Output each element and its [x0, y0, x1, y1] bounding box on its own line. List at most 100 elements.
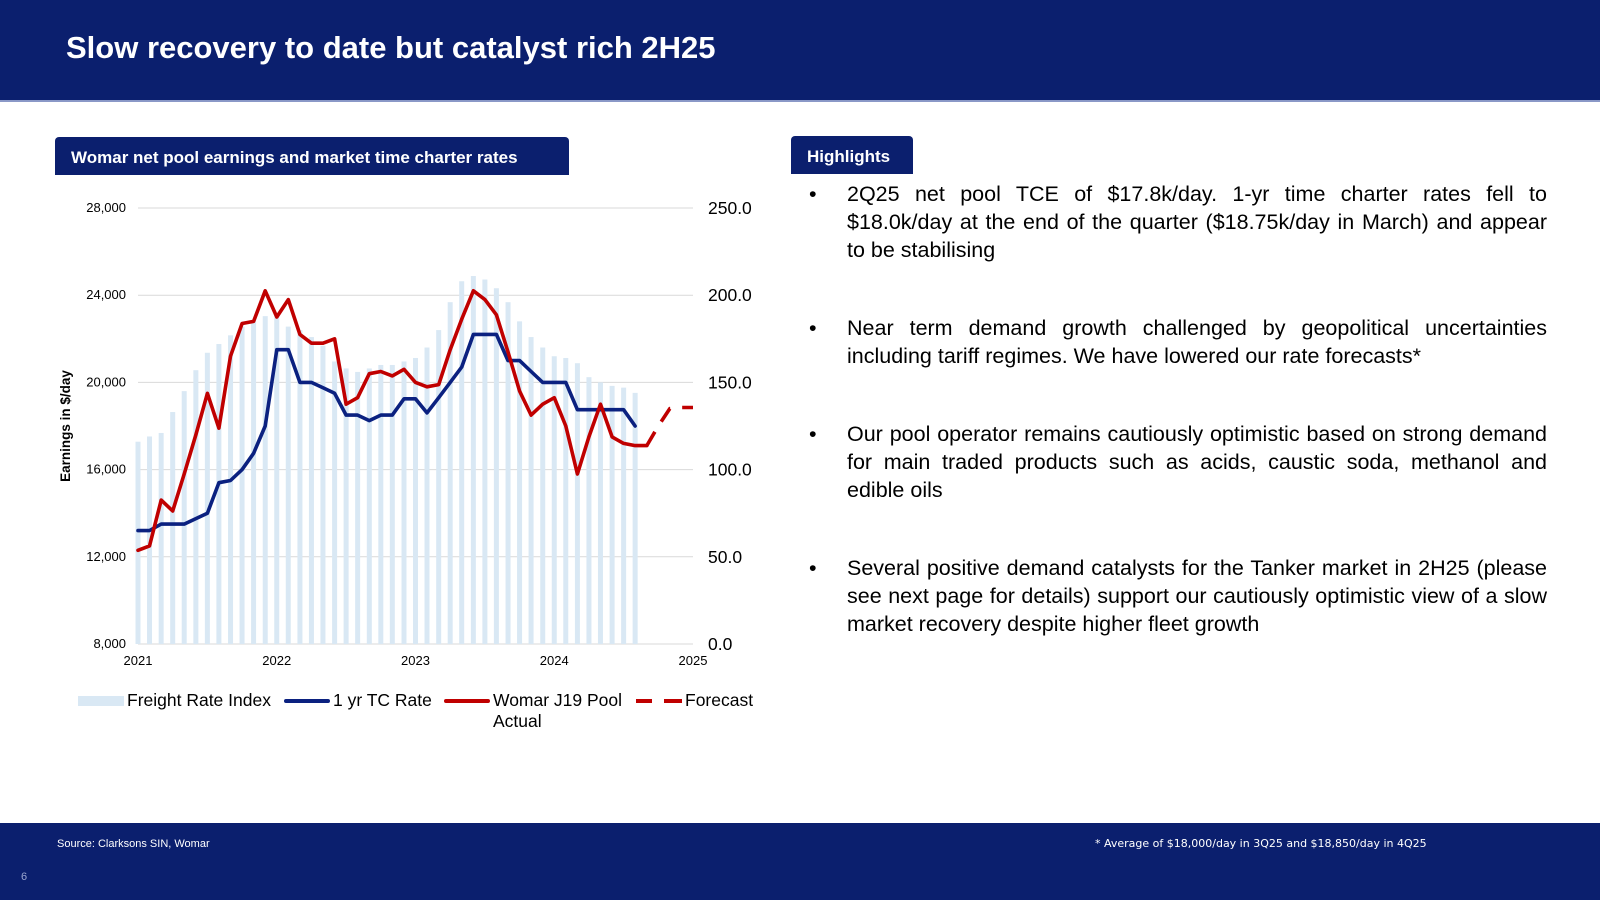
legend-line-swatch [444, 699, 490, 703]
freight-index-bar [563, 357, 569, 644]
freight-index-bar [470, 276, 476, 644]
legend-pool-actual: Womar J19 Pool Actual [444, 690, 633, 732]
freight-index-bar [355, 371, 361, 644]
y-right-tick-label: 150.0 [708, 372, 752, 392]
freight-index-bar [505, 302, 511, 644]
pool-actual-line [136, 289, 649, 553]
freight-index-bar [586, 377, 592, 644]
bullet-dot: • [809, 422, 817, 446]
legend-forecast: Forecast [636, 690, 753, 711]
freight-index-bar [609, 385, 615, 644]
freight-index-bar [170, 412, 176, 644]
freight-index-bar [482, 279, 488, 644]
title-bar: Slow recovery to date but catalyst rich … [0, 0, 1600, 100]
chart-title-tab: Womar net pool earnings and market time … [55, 137, 569, 175]
x-tick-label: 2025 [679, 653, 708, 668]
tc-rate-line [136, 332, 637, 533]
legend-label: 1 yr TC Rate [333, 690, 432, 710]
earnings-chart: 8,000 12,000 16,000 20,000 24,000 28,000 0.0 50… [58, 198, 752, 668]
freight-index-bar [320, 345, 326, 644]
x-tick-label: 2022 [262, 653, 291, 668]
freight-index-bar [401, 361, 407, 644]
legend-dash-swatch [636, 699, 682, 703]
y-left-tick-label: 16,000 [86, 462, 126, 477]
freight-index-bar [193, 370, 199, 644]
bullet-dot: • [809, 316, 817, 340]
legend-label: Womar J19 Pool Actual [493, 690, 623, 731]
header-divider [0, 100, 1600, 102]
freight-index-bar [181, 391, 187, 644]
source-note: Source: Clarksons SIN, Womar [57, 838, 210, 850]
y-axis-title: Earnings in $/day [58, 370, 73, 482]
page-title: Slow recovery to date but catalyst rich … [66, 30, 716, 65]
highlight-text: 2Q25 net pool TCE of $17.8k/day. 1-yr ti… [847, 182, 1547, 262]
forecast-footnote: * Average of $18,000/day in 3Q25 and $18… [1095, 837, 1427, 850]
y-left-tick-label: 8,000 [93, 636, 126, 651]
freight-index-bar [251, 321, 257, 644]
y-right-tick-label: 200.0 [708, 285, 752, 305]
freight-index-bar [436, 330, 442, 644]
highlight-text: Several positive demand catalysts for th… [847, 556, 1547, 636]
freight-index-bar [297, 330, 303, 644]
highlight-item: • Near term demand growth challenged by g… [805, 314, 1547, 370]
y-left-tick-label: 12,000 [86, 549, 126, 564]
highlight-item: • 2Q25 net pool TCE of $17.8k/day. 1-yr t… [805, 180, 1547, 264]
freight-index-bar [332, 361, 338, 644]
legend-freight-rate-index: Freight Rate Index [78, 690, 271, 711]
highlight-text: Our pool operator remains cautiously opt… [847, 422, 1547, 502]
freight-index-bar [574, 363, 580, 644]
freight-index-bar [285, 326, 291, 644]
bullet-dot: • [809, 182, 817, 206]
x-tick-label: 2024 [540, 653, 569, 668]
y-left-tick-label: 24,000 [86, 287, 126, 302]
x-tick-label: 2023 [401, 653, 430, 668]
y-right-tick-label: 100.0 [708, 460, 752, 480]
freight-index-bar [204, 352, 210, 644]
freight-index-bar [366, 368, 372, 644]
freight-index-bar [158, 432, 164, 644]
y-right-tick-label: 250.0 [708, 198, 752, 218]
chart-legend: Freight Rate Index 1 yr TC Rate Womar J1… [78, 690, 778, 740]
freight-index-bar [459, 281, 465, 644]
legend-bar-swatch [78, 696, 124, 706]
y-right-tick-label: 50.0 [708, 547, 742, 567]
x-tick-label: 2021 [124, 653, 153, 668]
freight-index-bar [447, 302, 453, 644]
freight-index-bar [389, 364, 395, 644]
legend-label: Forecast [685, 690, 754, 710]
freight-index-bar [274, 312, 280, 644]
freight-index-bar [551, 356, 557, 644]
highlight-item: • Our pool operator remains cautiously op… [805, 420, 1547, 504]
freight-index-bar [493, 288, 499, 644]
freight-index-bar [378, 364, 384, 644]
y-left-tick-label: 28,000 [86, 200, 126, 215]
bullet-dot: • [809, 556, 817, 580]
freight-index-bar [228, 335, 234, 644]
footer-bar: Source: Clarksons SIN, Womar * Average o… [0, 823, 1600, 900]
freight-index-bar [413, 357, 418, 644]
highlights-list: • 2Q25 net pool TCE of $17.8k/day. 1-yr t… [805, 180, 1547, 638]
y-left-tick-label: 20,000 [86, 374, 126, 389]
freight-index-bar [597, 382, 603, 644]
highlight-item: • Several positive demand catalysts for t… [805, 554, 1547, 638]
legend-line-swatch [284, 699, 330, 703]
freight-index-bar [135, 441, 141, 644]
highlights-tab: Highlights [791, 136, 913, 174]
freight-index-bar [528, 337, 534, 644]
y-right-tick-label: 0.0 [708, 634, 733, 654]
freight-index-bar [517, 321, 523, 644]
freight-index-bar [632, 392, 638, 644]
freight-index-bar [216, 344, 222, 644]
forecast-line [645, 405, 693, 447]
freight-index-bar [424, 347, 430, 644]
page-number: 6 [21, 871, 28, 883]
legend-label: Freight Rate Index [127, 690, 271, 710]
freight-index-bar [621, 387, 627, 644]
freight-index-bar [239, 326, 245, 644]
freight-index-bar [540, 347, 546, 644]
freight-index-bar [308, 337, 314, 644]
legend-tc-rate: 1 yr TC Rate [284, 690, 432, 711]
freight-index-bar [262, 316, 268, 644]
highlight-text: Near term demand growth challenged by ge… [847, 316, 1547, 368]
freight-index-bar [343, 368, 349, 644]
